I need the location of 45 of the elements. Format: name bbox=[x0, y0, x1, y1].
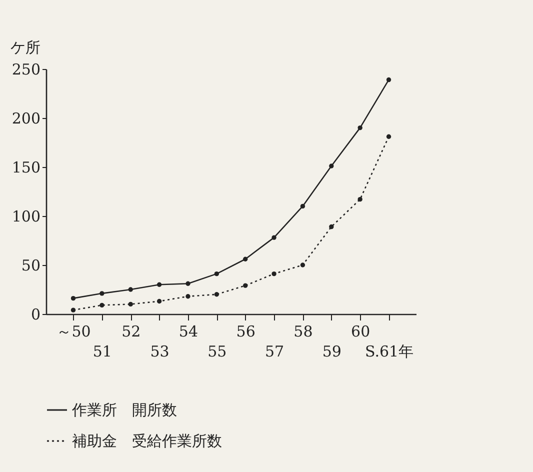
x-tick-label: 51 bbox=[92, 342, 112, 360]
point bbox=[242, 283, 248, 288]
x-tick-label: 59 bbox=[322, 342, 342, 360]
point bbox=[358, 197, 362, 202]
x-tick-label: 57 bbox=[264, 342, 284, 360]
point bbox=[100, 291, 104, 296]
point bbox=[358, 125, 362, 130]
point bbox=[100, 302, 104, 308]
x-tick-label: 53 bbox=[150, 342, 170, 360]
point bbox=[300, 262, 306, 268]
point bbox=[70, 296, 76, 301]
y-tick-label: 0 bbox=[30, 306, 40, 324]
x-tick-label: 54 bbox=[178, 322, 198, 340]
y-tick-label: 100 bbox=[12, 208, 40, 226]
point bbox=[272, 235, 276, 240]
x-tick-label: S.61年 bbox=[364, 342, 414, 360]
x-tick-label: 56 bbox=[236, 322, 256, 340]
point bbox=[272, 271, 276, 276]
point bbox=[386, 77, 392, 82]
x-tick-label: 60 bbox=[351, 322, 370, 340]
point bbox=[214, 271, 220, 276]
x-tick-label: 52 bbox=[122, 322, 141, 340]
point bbox=[300, 204, 306, 209]
y-tick-label: 150 bbox=[12, 158, 40, 176]
point bbox=[156, 282, 162, 287]
point bbox=[128, 302, 133, 307]
point bbox=[242, 256, 248, 262]
point bbox=[128, 287, 133, 292]
point bbox=[329, 164, 334, 168]
point bbox=[70, 308, 76, 312]
x-tick-label: 55 bbox=[208, 342, 227, 360]
x-tick-label: ～50 bbox=[56, 322, 91, 340]
point bbox=[386, 134, 392, 139]
y-axis-title: ケ所 bbox=[10, 38, 40, 56]
point bbox=[329, 224, 334, 230]
legend-label: 補助金 受給作業所数 bbox=[72, 432, 222, 450]
point bbox=[186, 294, 190, 299]
y-tick-label: 50 bbox=[21, 256, 40, 274]
y-tick-label: 250 bbox=[12, 60, 40, 78]
point bbox=[156, 298, 162, 304]
legend-label: 作業所 開所数 bbox=[71, 401, 177, 419]
x-tick-label: 58 bbox=[294, 322, 313, 340]
point bbox=[214, 292, 220, 297]
point bbox=[186, 281, 190, 286]
y-tick-label: 200 bbox=[12, 110, 40, 128]
